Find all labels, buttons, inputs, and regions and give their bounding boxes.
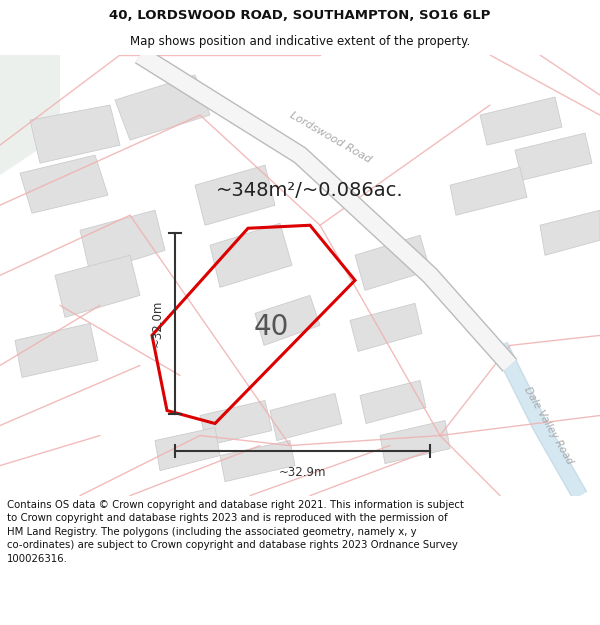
Polygon shape	[30, 105, 120, 163]
Polygon shape	[480, 97, 562, 145]
Text: ~32.0m: ~32.0m	[151, 300, 163, 347]
Text: Contains OS data © Crown copyright and database right 2021. This information is : Contains OS data © Crown copyright and d…	[7, 499, 464, 564]
Polygon shape	[380, 421, 450, 464]
Polygon shape	[80, 210, 165, 273]
Text: 40: 40	[253, 313, 289, 341]
Polygon shape	[115, 75, 210, 140]
Polygon shape	[210, 223, 292, 288]
Polygon shape	[195, 165, 275, 225]
Polygon shape	[55, 255, 140, 318]
Polygon shape	[350, 303, 422, 351]
Polygon shape	[155, 428, 220, 471]
Polygon shape	[220, 441, 295, 482]
Polygon shape	[0, 55, 60, 175]
Polygon shape	[15, 323, 98, 378]
Polygon shape	[360, 381, 426, 424]
Polygon shape	[450, 167, 527, 215]
Polygon shape	[355, 235, 430, 291]
Text: Dale Valley Road: Dale Valley Road	[522, 385, 574, 466]
Text: Map shows position and indicative extent of the property.: Map shows position and indicative extent…	[130, 35, 470, 48]
Polygon shape	[200, 401, 272, 446]
Polygon shape	[255, 296, 320, 346]
Polygon shape	[540, 210, 600, 255]
Polygon shape	[270, 394, 342, 441]
Text: Lordswood Road: Lordswood Road	[287, 110, 373, 164]
Text: ~348m²/~0.086ac.: ~348m²/~0.086ac.	[216, 181, 404, 200]
Polygon shape	[20, 155, 108, 213]
Polygon shape	[515, 133, 592, 180]
Text: ~32.9m: ~32.9m	[279, 466, 326, 479]
Text: 40, LORDSWOOD ROAD, SOUTHAMPTON, SO16 6LP: 40, LORDSWOOD ROAD, SOUTHAMPTON, SO16 6L…	[109, 9, 491, 22]
